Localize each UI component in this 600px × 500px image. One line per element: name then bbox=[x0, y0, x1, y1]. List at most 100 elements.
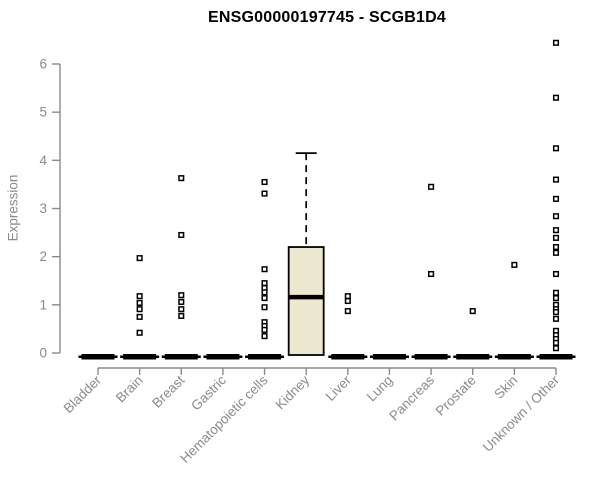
zero-whisker-left bbox=[328, 355, 333, 358]
outlier-point bbox=[261, 178, 268, 186]
y-tick-label: 6 bbox=[39, 57, 47, 72]
outlier-point bbox=[261, 326, 268, 333]
zero-whisker-left bbox=[203, 355, 208, 358]
y-tick-label: 2 bbox=[39, 249, 47, 264]
outlier-point bbox=[344, 297, 351, 305]
outlier-point bbox=[136, 293, 143, 300]
zero-whisker-left bbox=[536, 355, 541, 358]
outlier-point bbox=[178, 175, 185, 182]
outlier-point bbox=[552, 243, 560, 251]
zero-whisker-left bbox=[245, 355, 250, 358]
box bbox=[287, 246, 325, 356]
zero-whisker-right bbox=[196, 355, 201, 358]
x-tick-label: Skin bbox=[491, 373, 520, 402]
x-tick-label: Lung bbox=[364, 373, 396, 405]
outlier-point bbox=[552, 94, 560, 101]
outlier-point bbox=[428, 183, 435, 190]
zero-whisker-right bbox=[238, 355, 243, 358]
outlier-point bbox=[552, 315, 560, 322]
outlier-point bbox=[344, 308, 351, 315]
outlier-point bbox=[136, 329, 143, 336]
outlier-point bbox=[552, 309, 560, 316]
outlier-point bbox=[136, 306, 143, 313]
x-tick-label: Liver bbox=[323, 372, 355, 404]
x-tick-label: Breast bbox=[149, 372, 187, 410]
zero-whisker-left bbox=[120, 355, 125, 358]
outlier-point bbox=[552, 249, 560, 256]
outlier-point bbox=[469, 308, 476, 315]
zero-bar bbox=[123, 354, 157, 360]
zero-whisker-right bbox=[488, 355, 493, 358]
zero-whisker-left bbox=[494, 355, 499, 358]
zero-bar bbox=[456, 354, 490, 360]
outlier-point bbox=[511, 261, 518, 268]
outlier-point bbox=[261, 190, 268, 197]
outlier-point bbox=[261, 295, 268, 302]
outlier-point bbox=[552, 295, 560, 302]
zero-whisker-right bbox=[113, 355, 118, 358]
outlier-point bbox=[178, 292, 185, 299]
outlier-point bbox=[136, 313, 143, 320]
x-tick-label: Unknown / Other bbox=[480, 372, 563, 455]
zero-whisker-right bbox=[280, 355, 285, 358]
zero-whisker-right bbox=[404, 355, 409, 358]
zero-whisker-left bbox=[161, 355, 166, 358]
outlier-point bbox=[552, 270, 560, 278]
x-tick-label: Kidney bbox=[273, 372, 313, 412]
outlier-point bbox=[261, 266, 268, 273]
x-tick-label: Pancreas bbox=[386, 372, 437, 423]
zero-bar bbox=[497, 354, 531, 360]
y-tick-label: 5 bbox=[39, 105, 47, 120]
outlier-point bbox=[552, 213, 560, 220]
zero-whisker-right bbox=[571, 355, 576, 358]
y-tick-label: 1 bbox=[39, 297, 47, 312]
outlier-point bbox=[552, 176, 560, 183]
zero-bar bbox=[206, 354, 240, 360]
outlier-point bbox=[552, 39, 560, 46]
zero-bar bbox=[81, 354, 115, 360]
outlier-point bbox=[344, 293, 351, 300]
outlier-point bbox=[261, 280, 268, 287]
outlier-point bbox=[552, 345, 560, 352]
zero-whisker-right bbox=[529, 355, 534, 358]
zero-bar bbox=[248, 354, 282, 360]
outlier-point bbox=[552, 195, 560, 202]
chart-title: ENSG00000197745 - SCGB1D4 bbox=[207, 9, 447, 26]
zero-bar bbox=[164, 354, 198, 360]
outlier-point bbox=[178, 231, 185, 239]
zero-whisker-left bbox=[78, 355, 83, 358]
zero-bar bbox=[372, 354, 406, 360]
x-tick-label: Prostate bbox=[433, 373, 479, 419]
outlier-point bbox=[178, 298, 185, 305]
outlier-point bbox=[261, 289, 268, 296]
y-tick-label: 0 bbox=[39, 346, 47, 361]
outlier-point bbox=[552, 289, 560, 296]
outlier-point bbox=[552, 227, 560, 234]
zero-whisker-right bbox=[363, 355, 368, 358]
x-tick-label: Gastric bbox=[188, 372, 229, 413]
outlier-point bbox=[552, 145, 560, 152]
outlier-point bbox=[178, 312, 185, 319]
x-tick-label: Bladder bbox=[61, 372, 105, 416]
zero-bar bbox=[331, 354, 365, 360]
zero-whisker-left bbox=[369, 355, 374, 358]
zero-whisker-right bbox=[155, 355, 160, 358]
outlier-point bbox=[552, 339, 560, 346]
outlier-point bbox=[178, 306, 185, 313]
y-tick-label: 3 bbox=[39, 201, 47, 216]
outlier-point bbox=[261, 304, 268, 311]
outlier-point bbox=[136, 255, 143, 262]
zero-whisker-left bbox=[453, 355, 458, 358]
outlier-point bbox=[136, 299, 143, 306]
zero-whisker-left bbox=[411, 355, 416, 358]
outlier-point bbox=[428, 270, 435, 278]
zero-bar bbox=[414, 354, 448, 360]
outlier-point bbox=[261, 333, 268, 340]
x-tick-label: Brain bbox=[113, 373, 146, 406]
zero-whisker-right bbox=[446, 355, 451, 358]
zero-bar bbox=[539, 354, 573, 360]
y-tick-label: 4 bbox=[39, 153, 47, 168]
outlier-point bbox=[552, 234, 560, 241]
